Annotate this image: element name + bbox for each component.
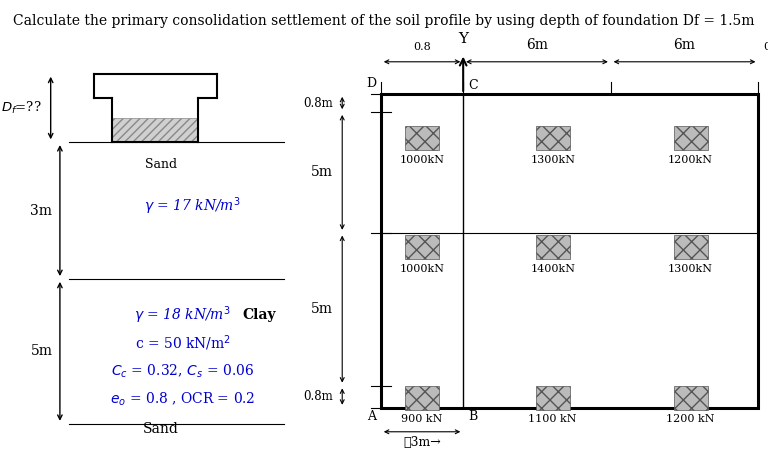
Text: $e_o$ = 0.8 , OCR = 0.2: $e_o$ = 0.8 , OCR = 0.2 bbox=[110, 391, 256, 408]
Text: 3m: 3m bbox=[31, 203, 52, 218]
Text: 900 kN: 900 kN bbox=[402, 414, 442, 425]
Text: $D_f$=??: $D_f$=?? bbox=[1, 100, 41, 116]
Bar bbox=[536, 386, 570, 409]
Text: D: D bbox=[366, 77, 376, 90]
Bar bbox=[405, 126, 439, 150]
Text: 0.8m: 0.8m bbox=[303, 96, 333, 110]
Text: B: B bbox=[468, 409, 477, 423]
Text: 0.8: 0.8 bbox=[413, 42, 431, 52]
Text: c = 50 kN/m$^2$: c = 50 kN/m$^2$ bbox=[134, 334, 231, 353]
Text: $\gamma$ = 18 kN/m$^3$: $\gamma$ = 18 kN/m$^3$ bbox=[134, 304, 231, 326]
Bar bbox=[405, 235, 439, 259]
Text: 1300kN: 1300kN bbox=[668, 264, 713, 274]
Text: Sand: Sand bbox=[144, 422, 179, 436]
Text: 6m: 6m bbox=[674, 38, 696, 52]
Text: 1400kN: 1400kN bbox=[530, 264, 575, 274]
Text: 0.8m: 0.8m bbox=[303, 390, 333, 403]
Bar bbox=[674, 386, 707, 409]
Bar bbox=[674, 235, 707, 259]
Text: 0.8: 0.8 bbox=[763, 42, 768, 52]
Text: Sand: Sand bbox=[145, 158, 177, 171]
Text: 5m: 5m bbox=[31, 344, 52, 358]
Text: 5m: 5m bbox=[310, 302, 333, 316]
Text: ⌀3m→: ⌀3m→ bbox=[403, 436, 441, 449]
Text: A: A bbox=[367, 409, 376, 423]
Bar bbox=[405, 386, 439, 409]
Text: Clay: Clay bbox=[243, 308, 276, 322]
Bar bbox=[112, 118, 198, 142]
Text: 1200kN: 1200kN bbox=[668, 155, 713, 165]
Text: 1300kN: 1300kN bbox=[530, 155, 575, 165]
Text: 5m: 5m bbox=[310, 165, 333, 180]
Text: $\gamma$ = 17 kN/m$^3$: $\gamma$ = 17 kN/m$^3$ bbox=[144, 196, 240, 218]
Text: Calculate the primary consolidation settlement of the soil profile by using dept: Calculate the primary consolidation sett… bbox=[13, 14, 755, 28]
Bar bbox=[536, 126, 570, 150]
Text: C: C bbox=[468, 79, 478, 92]
Text: 6m: 6m bbox=[526, 38, 548, 52]
Text: $C_c$ = 0.32, $C_s$ = 0.06: $C_c$ = 0.32, $C_s$ = 0.06 bbox=[111, 363, 254, 380]
Text: Y: Y bbox=[458, 32, 468, 46]
Bar bbox=[536, 235, 570, 259]
Text: 1000kN: 1000kN bbox=[399, 155, 445, 165]
Text: 1200 kN: 1200 kN bbox=[667, 414, 715, 425]
Text: 1100 kN: 1100 kN bbox=[528, 414, 577, 425]
Bar bbox=[674, 126, 707, 150]
Bar bbox=[381, 94, 758, 408]
Text: 1000kN: 1000kN bbox=[399, 264, 445, 274]
